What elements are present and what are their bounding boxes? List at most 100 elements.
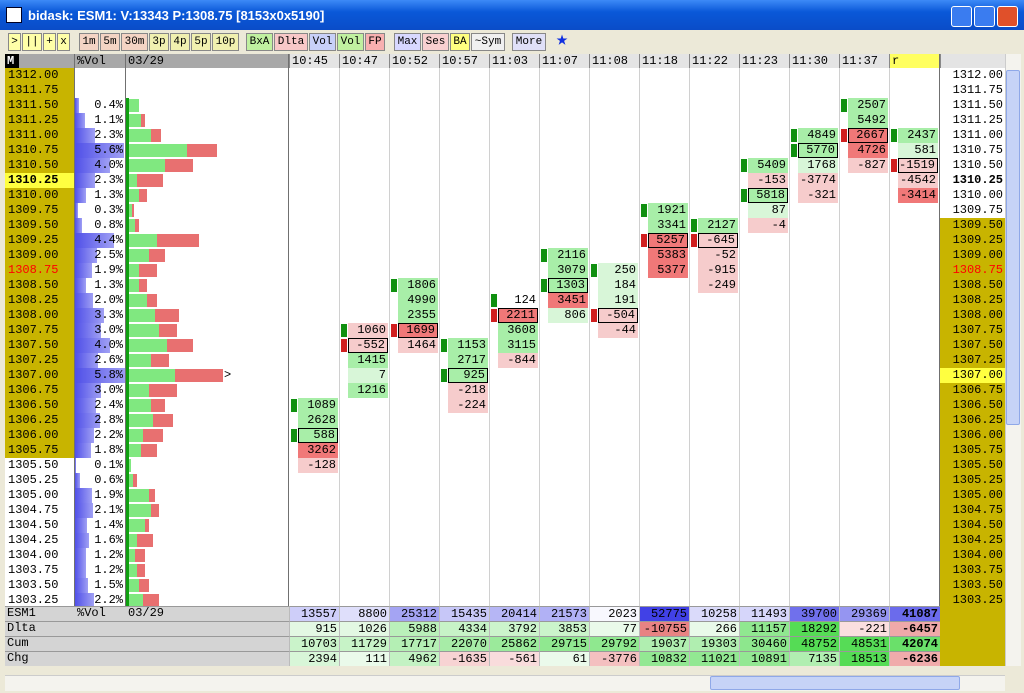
minimize-button[interactable] [951,6,972,27]
price-cell: 1304.00 [5,548,75,563]
cell-marker [741,189,747,202]
toolbar-button[interactable]: > [8,33,21,51]
price-cell: 1305.00 [940,488,1005,503]
toolbar-button[interactable]: 5m [100,33,120,51]
toolbar-button[interactable]: Vol [309,33,336,51]
pct-bar [75,188,87,203]
close-button[interactable] [997,6,1018,27]
toolbar-button[interactable]: 3p [149,33,169,51]
footer-cell: 48531 [839,636,889,651]
buy-bar-edge [126,323,129,338]
cell: 87 [748,203,788,218]
sell-bar [135,219,139,232]
footer-label: Cum [7,636,29,650]
price-cell: 1309.25 [940,233,1005,248]
buy-bar-edge [126,428,129,443]
maximize-button[interactable] [974,6,995,27]
cell: 806 [548,308,588,323]
price-cell: 1304.50 [5,518,75,533]
toolbar-button[interactable]: 1m [79,33,99,51]
cell: 3341 [648,218,688,233]
toolbar-button[interactable]: || [22,33,42,51]
buy-bar-edge [126,98,129,113]
cell: 124 [498,293,538,308]
cell: -3774 [798,173,838,188]
column-separator [288,54,289,666]
buy-bar-edge [126,473,129,488]
footer-cell: 7135 [789,651,839,666]
time-header: 11:18 [639,54,689,68]
pct-label: 0.3% [94,203,123,217]
sell-bar [139,579,149,592]
cell: 2717 [448,353,488,368]
buy-bar [129,534,137,547]
buy-bar-edge [126,203,129,218]
buy-bar [129,519,145,532]
pct-bar [75,338,111,353]
buy-bar-edge [126,278,129,293]
cell: 1415 [348,353,388,368]
toolbar-button[interactable]: Vol [337,33,364,51]
price-cell: 1310.25 [940,173,1005,188]
footer-cell: 266 [689,621,739,636]
cell-marker [691,234,697,247]
cell-marker [441,369,447,382]
pct-label: 4.0% [94,338,123,352]
toolbar-button[interactable]: BxA [246,33,273,51]
toolbar-button[interactable]: Dlta [274,33,308,51]
footer-cell: 29792 [589,636,639,651]
cell: 4849 [798,128,838,143]
price-cell: 1311.50 [5,98,75,113]
toolbar-button[interactable]: Ses [422,33,449,51]
toolbar-button[interactable]: 30m [121,33,148,51]
pct-label: 1.2% [94,563,123,577]
toolbar-button[interactable]: Max [394,33,421,51]
star-button[interactable]: ★ [555,29,569,52]
price-cell: 1303.25 [5,593,75,608]
cell: -52 [698,248,738,263]
price-cell: 1306.50 [5,398,75,413]
cell: 1921 [648,203,688,218]
pct-label: 1.9% [94,488,123,502]
pct-label: 1.5% [94,578,123,592]
buy-bar-edge [126,188,129,203]
sell-bar [155,309,179,322]
footer-cell: 19303 [689,636,739,651]
column-separator [125,54,126,666]
cell-marker [641,234,647,247]
toolbar-button[interactable]: ~Sym [471,33,505,51]
price-cell: 1305.50 [5,458,75,473]
time-header: 11:37 [839,54,889,68]
toolbar-button[interactable]: BA [450,33,470,51]
toolbar-button[interactable]: 10p [212,33,239,51]
column-separator [739,68,740,606]
price-cell: 1305.25 [5,473,75,488]
cell: -844 [498,353,538,368]
pct-bar [75,518,88,533]
pct-bar [75,398,97,413]
pct-bar [75,218,83,233]
pct-label: 1.3% [94,278,123,292]
footer-row-bg [5,606,289,621]
price-cell: 1310.00 [940,188,1005,203]
cell: 5492 [848,113,888,128]
footer-cell: 77 [589,621,639,636]
price-cell: 1306.50 [940,398,1005,413]
pct-bar [75,278,87,293]
scroll-thumb[interactable] [710,676,960,690]
toolbar-button[interactable]: 5p [191,33,211,51]
toolbar-button[interactable]: + [43,33,56,51]
cell: -3414 [898,188,938,203]
toolbar-button[interactable]: x [57,33,70,51]
footer-cell: 48752 [789,636,839,651]
buy-bar [129,174,137,187]
toolbar-button[interactable]: FP [365,33,385,51]
scroll-thumb[interactable] [1006,70,1020,425]
toolbar-button[interactable]: More [512,33,546,51]
price-cell: 1309.75 [940,203,1005,218]
toolbar-button[interactable]: 4p [170,33,190,51]
footer-cell: 22070 [439,636,489,651]
pct-label: 0.1% [94,458,123,472]
price-cell: 1305.00 [5,488,75,503]
cell-marker [491,309,497,322]
